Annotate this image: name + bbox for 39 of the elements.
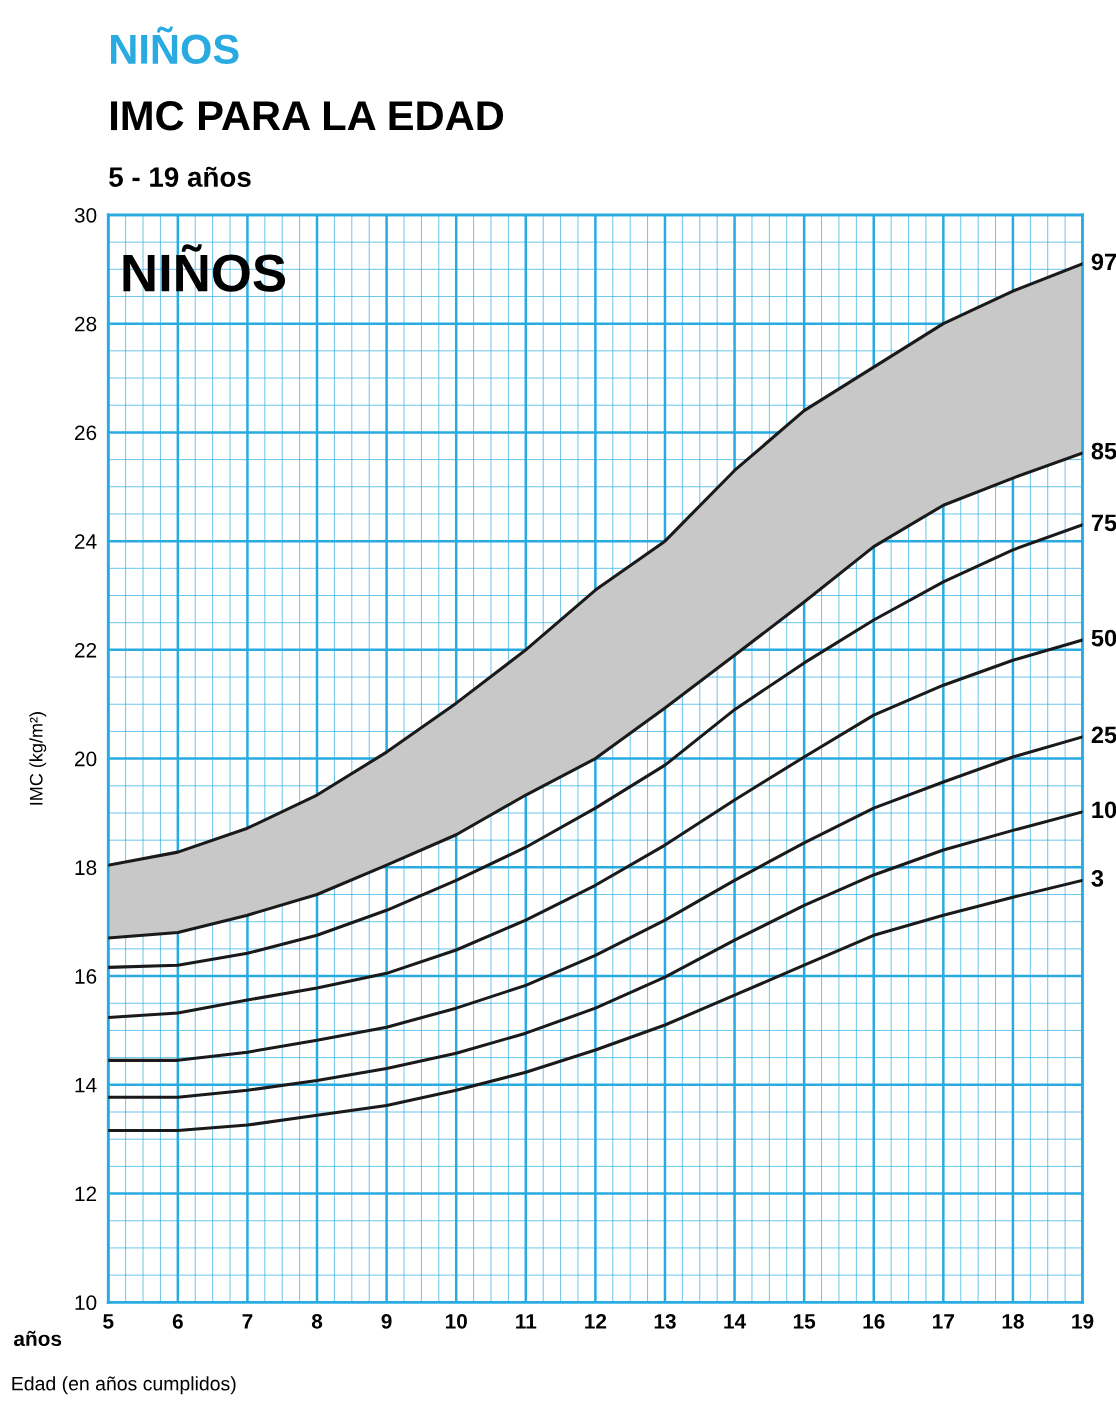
chart-title: NIÑOS — [111, 26, 239, 65]
series-label: 3 — [1091, 870, 1104, 887]
x-tick-label: 7 — [242, 1314, 253, 1329]
series-label: 75 — [1091, 514, 1116, 532]
x-tick-label: 8 — [311, 1313, 323, 1329]
y-tick-label: 26 — [75, 425, 97, 441]
y-tick-label: 24 — [75, 534, 97, 549]
y-tick-label: 30 — [74, 207, 97, 223]
x-tick-label: 11 — [516, 1314, 537, 1329]
x-tick-label: 13 — [654, 1313, 676, 1329]
x-tick-label: 14 — [724, 1314, 747, 1329]
text: años — [14, 1330, 62, 1347]
x-tick-label: 6 — [172, 1313, 183, 1329]
series-label: 97 — [1091, 253, 1116, 271]
x-tick-label: 12 — [585, 1313, 607, 1329]
x-tick-label: 9 — [381, 1313, 392, 1329]
y-tick-label: 18 — [75, 860, 97, 876]
x-tick-label: 16 — [863, 1313, 885, 1329]
series-label: 10 — [1092, 801, 1116, 819]
x-axis-title: Edad (en años cumplidos) — [12, 1376, 236, 1395]
series-label: 25 — [1091, 726, 1116, 744]
x-tick-label: 19 — [1072, 1313, 1094, 1329]
y-tick-label: 16 — [75, 969, 97, 984]
x-tick-label: 18 — [1002, 1313, 1024, 1329]
x-tick-label: 10 — [445, 1313, 467, 1329]
y-tick-label: 10 — [75, 1295, 97, 1311]
y-tick-label: 14 — [75, 1078, 97, 1093]
series-label: 85 — [1091, 442, 1116, 460]
x-tick-label: 5 — [103, 1314, 114, 1329]
y-tick-label: 20 — [75, 751, 97, 767]
chart-subtitle: IMC PARA LA EDAD — [111, 100, 504, 131]
x-tick-label: 17 — [933, 1314, 955, 1329]
y-tick-label: 12 — [75, 1186, 97, 1202]
series-label: 50 — [1091, 629, 1116, 647]
x-tick-label: 15 — [793, 1314, 816, 1329]
text: 5 - 19 años — [109, 166, 251, 187]
y-tick-label: 28 — [75, 316, 97, 332]
y-tick-label: 22 — [75, 642, 97, 658]
y-axis-title: IMC (kg/m²) — [29, 712, 47, 805]
